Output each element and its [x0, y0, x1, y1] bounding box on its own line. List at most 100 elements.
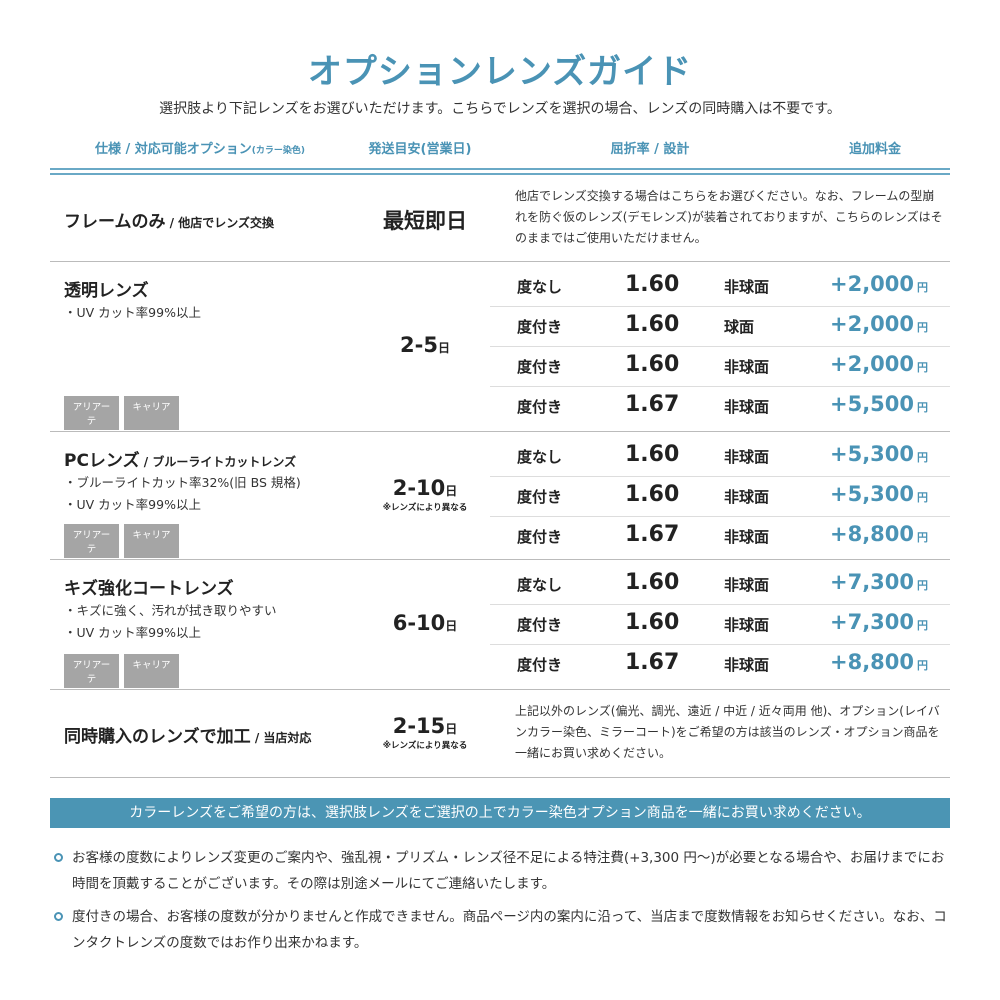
option-tag: キャリア — [124, 524, 179, 558]
refractive-index: 1.60 — [625, 272, 680, 297]
lens-design: 非球面 — [724, 278, 770, 296]
lens-option-row: 度付き 1.60 非球面 +7,300 円 — [490, 605, 950, 645]
price-unit: 円 — [917, 659, 929, 672]
delivery-days: 2-10日 ※レンズにより異なる — [360, 476, 490, 513]
prescription-type: 度なし — [517, 278, 563, 296]
table-section: キズ強化コートレンズ ・キズに強く、汚れが拭き取りやすい ・UV カット率99%以上… — [50, 560, 950, 690]
header-spec-small: (カラー染色) — [251, 146, 306, 156]
bullet-icon — [54, 912, 63, 921]
additional-price: +2,000 円 — [830, 352, 928, 376]
page-subtitle: 選択肢より下記レンズをお選びいただけます。こちらでレンズを選択の場合、レンズの同… — [159, 101, 841, 117]
lens-name-main: キズ強化コートレンズ — [64, 579, 234, 599]
header-divider — [50, 168, 950, 170]
delivery-days: 最短即日 — [360, 205, 490, 235]
lens-option-row: 度なし 1.60 非球面 +2,000 円 — [490, 267, 950, 307]
price-unit: 円 — [917, 321, 929, 334]
lens-design: 非球面 — [724, 358, 770, 376]
table-section: 透明レンズ・UV カット率99%以上アリアーテ キャリア 2-5日 度なし 1.60 非球… — [50, 262, 950, 432]
delivery-unit: 日 — [445, 619, 458, 633]
lens-name-main: 同時購入のレンズで加工 — [64, 727, 251, 747]
delivery-value: 2-15 — [392, 714, 446, 738]
delivery-value: 最短即日 — [383, 209, 467, 233]
additional-price: +2,000 円 — [830, 272, 928, 296]
prescription-type: 度付き — [517, 398, 563, 416]
feature-item: ・UV カット率99%以上 — [64, 625, 201, 640]
prescription-type: 度付き — [517, 358, 563, 376]
price-value: +5,300 — [830, 442, 915, 466]
header-spec: 仕様 / 対応可能オプション(カラー染色) — [50, 138, 350, 157]
feature-item: ・ブルーライトカット率32%(旧 BS 規格) — [64, 475, 301, 490]
page-title: オプションレンズガイド — [307, 52, 693, 92]
table-section: PCレンズ / ブルーライトカットレンズ ・ブルーライトカット率32%(旧 BS … — [50, 432, 950, 560]
price-unit: 円 — [917, 619, 929, 632]
section-description: 上記以外のレンズ(偏光、調光、遠近 / 中近 / 近々両用 他)、オプション(レ… — [515, 704, 940, 760]
lens-name-sub: / 当店対応 — [250, 731, 312, 745]
price-unit: 円 — [917, 361, 929, 374]
table-section: フレームのみ / 他店でレンズ交換 最短即日 他店でレンズ交換する場合はこちらをお選… — [50, 176, 950, 262]
delivery-unit: 日 — [445, 484, 458, 498]
lens-name: フレームのみ / 他店でレンズ交換 — [64, 207, 274, 232]
price-value: +8,800 — [830, 522, 915, 546]
option-tag: アリアーテ — [64, 524, 119, 558]
additional-price: +5,500 円 — [830, 392, 928, 416]
delivery-unit: 日 — [445, 722, 458, 736]
price-unit: 円 — [917, 579, 929, 592]
prescription-type: 度なし — [517, 576, 563, 594]
prescription-type: 度付き — [517, 488, 563, 506]
header-delivery: 発送目安(営業日) — [368, 142, 472, 157]
lens-design: 非球面 — [724, 488, 770, 506]
price-value: +7,300 — [830, 610, 915, 634]
refractive-index: 1.60 — [625, 442, 680, 467]
lens-option-row: 度付き 1.67 非球面 +8,800 円 — [490, 645, 950, 685]
note-item: お客様の度数によりレンズ変更のご案内や、強乱視・プリズム・レンズ径不足による特注… — [54, 845, 950, 897]
option-tag: キャリア — [124, 654, 179, 688]
price-value: +2,000 — [830, 272, 915, 296]
price-unit: 円 — [917, 451, 929, 464]
price-unit: 円 — [917, 401, 929, 414]
additional-price: +5,300 円 — [830, 482, 928, 506]
note-1: お客様の度数によりレンズ変更のご案内や、強乱視・プリズム・レンズ径不足による特注… — [72, 850, 945, 892]
additional-price: +7,300 円 — [830, 610, 928, 634]
feature-item: ・UV カット率99%以上 — [64, 305, 201, 320]
section-description: 他店でレンズ交換する場合はこちらをお選びください。なお、フレームの型崩れを防ぐ仮… — [515, 189, 943, 245]
prescription-type: 度付き — [517, 616, 563, 634]
lens-option-row: 度付き 1.60 球面 +2,000 円 — [490, 307, 950, 347]
option-tag: アリアーテ — [64, 396, 119, 430]
prescription-type: 度付き — [517, 528, 563, 546]
lens-option-row: 度付き 1.60 非球面 +5,300 円 — [490, 477, 950, 517]
prescription-type: 度付き — [517, 318, 563, 336]
header-divider — [50, 173, 950, 175]
lens-design: 非球面 — [724, 528, 770, 546]
price-unit: 円 — [917, 281, 929, 294]
refractive-index: 1.67 — [625, 522, 680, 547]
delivery-value: 6-10 — [392, 611, 446, 635]
feature-item: ・UV カット率99%以上 — [64, 497, 201, 512]
price-unit: 円 — [917, 491, 929, 504]
prescription-type: 度なし — [517, 448, 563, 466]
additional-price: +8,800 円 — [830, 522, 928, 546]
refractive-index: 1.60 — [625, 482, 680, 507]
color-lens-banner: カラーレンズをご希望の方は、選択肢レンズをご選択の上でカラー染色オプション商品を… — [50, 798, 950, 828]
lens-option-row: 度付き 1.67 非球面 +8,800 円 — [490, 517, 950, 557]
delivery-days: 2-5日 — [360, 333, 490, 357]
price-value: +2,000 — [830, 312, 915, 336]
lens-name-main: 透明レンズ — [64, 281, 149, 301]
bullet-icon — [54, 853, 63, 862]
additional-price: +8,800 円 — [830, 650, 928, 674]
price-value: +2,000 — [830, 352, 915, 376]
lens-name: キズ強化コートレンズ — [64, 574, 234, 599]
header-index: 屈折率 / 設計 — [610, 142, 690, 157]
refractive-index: 1.60 — [625, 610, 680, 635]
option-tag: アリアーテ — [64, 654, 119, 688]
refractive-index: 1.67 — [625, 650, 680, 675]
delivery-note: ※レンズにより異なる — [382, 503, 468, 513]
refractive-index: 1.60 — [625, 312, 680, 337]
lens-name: 透明レンズ — [64, 276, 149, 301]
delivery-value: 2-10 — [392, 476, 446, 500]
lens-name-main: フレームのみ — [64, 212, 166, 232]
header-spec-label: 仕様 / 対応可能オプション — [94, 142, 252, 157]
lens-name-main: PCレンズ — [64, 451, 140, 471]
lens-option-row: 度付き 1.60 非球面 +2,000 円 — [490, 347, 950, 387]
option-tag: キャリア — [124, 396, 179, 430]
price-unit: 円 — [917, 531, 929, 544]
